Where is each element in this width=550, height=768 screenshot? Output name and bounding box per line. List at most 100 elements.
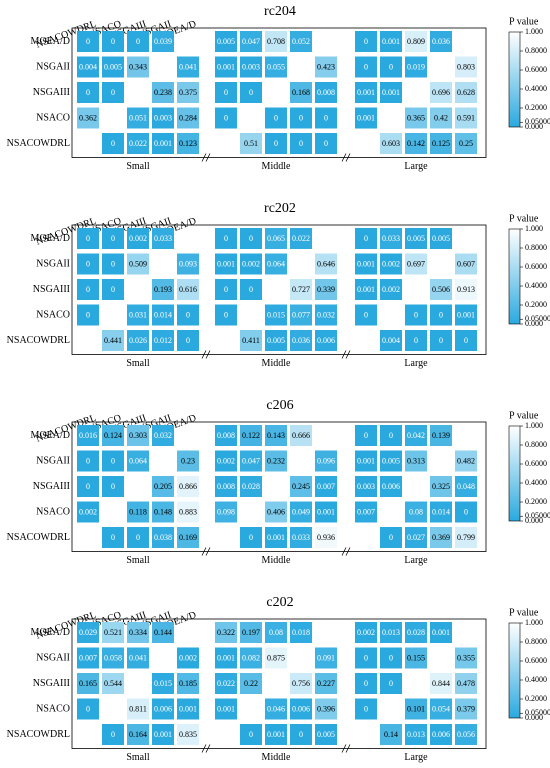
cell-label: 0 xyxy=(111,139,115,148)
heatmap-cell xyxy=(355,228,377,249)
heatmap-cell xyxy=(315,724,337,745)
cell-label: 0.033 xyxy=(292,533,310,542)
heatmap-cell xyxy=(215,31,237,52)
group-label: Small xyxy=(126,358,150,369)
cell-label: 0 xyxy=(364,653,368,662)
heatmap-cell xyxy=(290,279,312,300)
heatmap-cell xyxy=(77,253,99,275)
cell-label: 0.696 xyxy=(432,88,450,97)
row-label: MOEA/D xyxy=(31,36,70,47)
heatmap-cell xyxy=(215,82,237,103)
heatmap-cell xyxy=(177,647,199,669)
heatmap-cell xyxy=(315,304,337,326)
heatmap-cell xyxy=(240,31,262,52)
heatmap-cell xyxy=(290,622,312,643)
heatmap-cell xyxy=(380,527,402,548)
colorbar-tick-label: 0.8000 xyxy=(525,46,547,55)
cell-label: 0.001 xyxy=(457,310,475,319)
heatmap-cell xyxy=(177,253,199,275)
cell-label: 0.197 xyxy=(242,628,260,637)
heatmap-cell xyxy=(290,698,312,720)
cell-label: 0 xyxy=(111,533,115,542)
heatmap-cell xyxy=(177,279,199,300)
heatmap-cell xyxy=(380,476,402,497)
heatmap-cell xyxy=(127,31,149,52)
cell-label: 0.185 xyxy=(179,679,197,688)
heatmap-cell xyxy=(240,673,262,694)
cell-label: 0.193 xyxy=(154,285,172,294)
heatmap-cell xyxy=(127,724,149,745)
heatmap-cell xyxy=(177,133,199,154)
cell-label: 0.478 xyxy=(457,679,475,688)
cell-label: 0.406 xyxy=(267,507,285,516)
heatmap-cell xyxy=(430,724,452,745)
heatmap-cell xyxy=(430,425,452,446)
cell-label: 0 xyxy=(389,653,393,662)
heatmap-cell xyxy=(152,107,174,129)
heatmap-cell xyxy=(430,82,452,103)
heatmap-cell xyxy=(290,527,312,548)
row-label: NSGAIII xyxy=(33,678,70,689)
cell-label: 0.22 xyxy=(244,679,258,688)
cell-label: 0.033 xyxy=(382,234,400,243)
cell-label: 0.803 xyxy=(457,62,475,71)
cell-label: 0.022 xyxy=(292,234,310,243)
heatmap-cell xyxy=(405,253,427,275)
heatmap-cell xyxy=(240,476,262,497)
cell-label: 0.003 xyxy=(357,482,375,491)
heatmap-cell xyxy=(380,724,402,745)
heatmap-cell xyxy=(455,724,477,745)
row-label: NSACO xyxy=(36,507,70,518)
heatmap-cell xyxy=(455,304,477,326)
colorbar-tick-label: 0.4000 xyxy=(525,478,547,487)
heatmap-cell xyxy=(177,304,199,326)
cell-label: 0.093 xyxy=(179,259,197,268)
cell-label: 0.039 xyxy=(154,37,172,46)
cell-label: 0.835 xyxy=(179,730,197,739)
cell-label: 0.122 xyxy=(242,431,260,440)
chart-title: c202 xyxy=(266,595,293,610)
colorbar-tick-label: 0.000 xyxy=(525,319,543,328)
cell-label: 0.064 xyxy=(129,456,147,465)
heatmap-cell xyxy=(240,622,262,643)
colorbar-tick-label: 0.2000 xyxy=(525,300,547,309)
cell-label: 0 xyxy=(111,37,115,46)
colorbar-tick-label: 0.8000 xyxy=(525,637,547,646)
cell-label: 0 xyxy=(249,730,253,739)
cell-label: 0 xyxy=(86,234,90,243)
heatmap-cell xyxy=(405,622,427,643)
colorbar xyxy=(508,425,521,522)
cell-label: 0.23 xyxy=(181,456,195,465)
axis-break xyxy=(205,547,211,556)
axis-break xyxy=(205,744,211,753)
cell-label: 0.844 xyxy=(432,679,450,688)
heatmap-cell xyxy=(290,82,312,103)
cell-label: 0 xyxy=(414,310,418,319)
heatmap-cell xyxy=(215,501,237,523)
cell-label: 0.091 xyxy=(317,653,335,662)
cell-label: 0.018 xyxy=(292,628,310,637)
heatmap-cell xyxy=(380,673,402,694)
cell-label: 0.005 xyxy=(432,234,450,243)
group-label: Small xyxy=(126,752,150,763)
cell-label: 0.125 xyxy=(432,139,450,148)
cell-label: 0.646 xyxy=(317,259,335,268)
axis-break xyxy=(345,350,351,359)
cell-label: 0.441 xyxy=(104,336,122,345)
cell-label: 0.032 xyxy=(154,431,172,440)
axis-break xyxy=(345,744,351,753)
cell-label: 0 xyxy=(111,234,115,243)
cell-label: 0 xyxy=(414,336,418,345)
heatmap-cell xyxy=(152,425,174,446)
heatmap-cell xyxy=(455,673,477,694)
heatmap-cell xyxy=(177,330,199,351)
heatmap-cell xyxy=(290,107,312,129)
heatmap-cell xyxy=(405,304,427,326)
heatmap-cell xyxy=(290,501,312,523)
heatmap-cell xyxy=(240,253,262,275)
heatmap-cell xyxy=(102,31,124,52)
heatmap-cell xyxy=(405,56,427,78)
cell-label: 0 xyxy=(111,88,115,97)
group-label: Large xyxy=(404,161,428,172)
colorbar-tick-label: 0.6000 xyxy=(525,459,547,468)
